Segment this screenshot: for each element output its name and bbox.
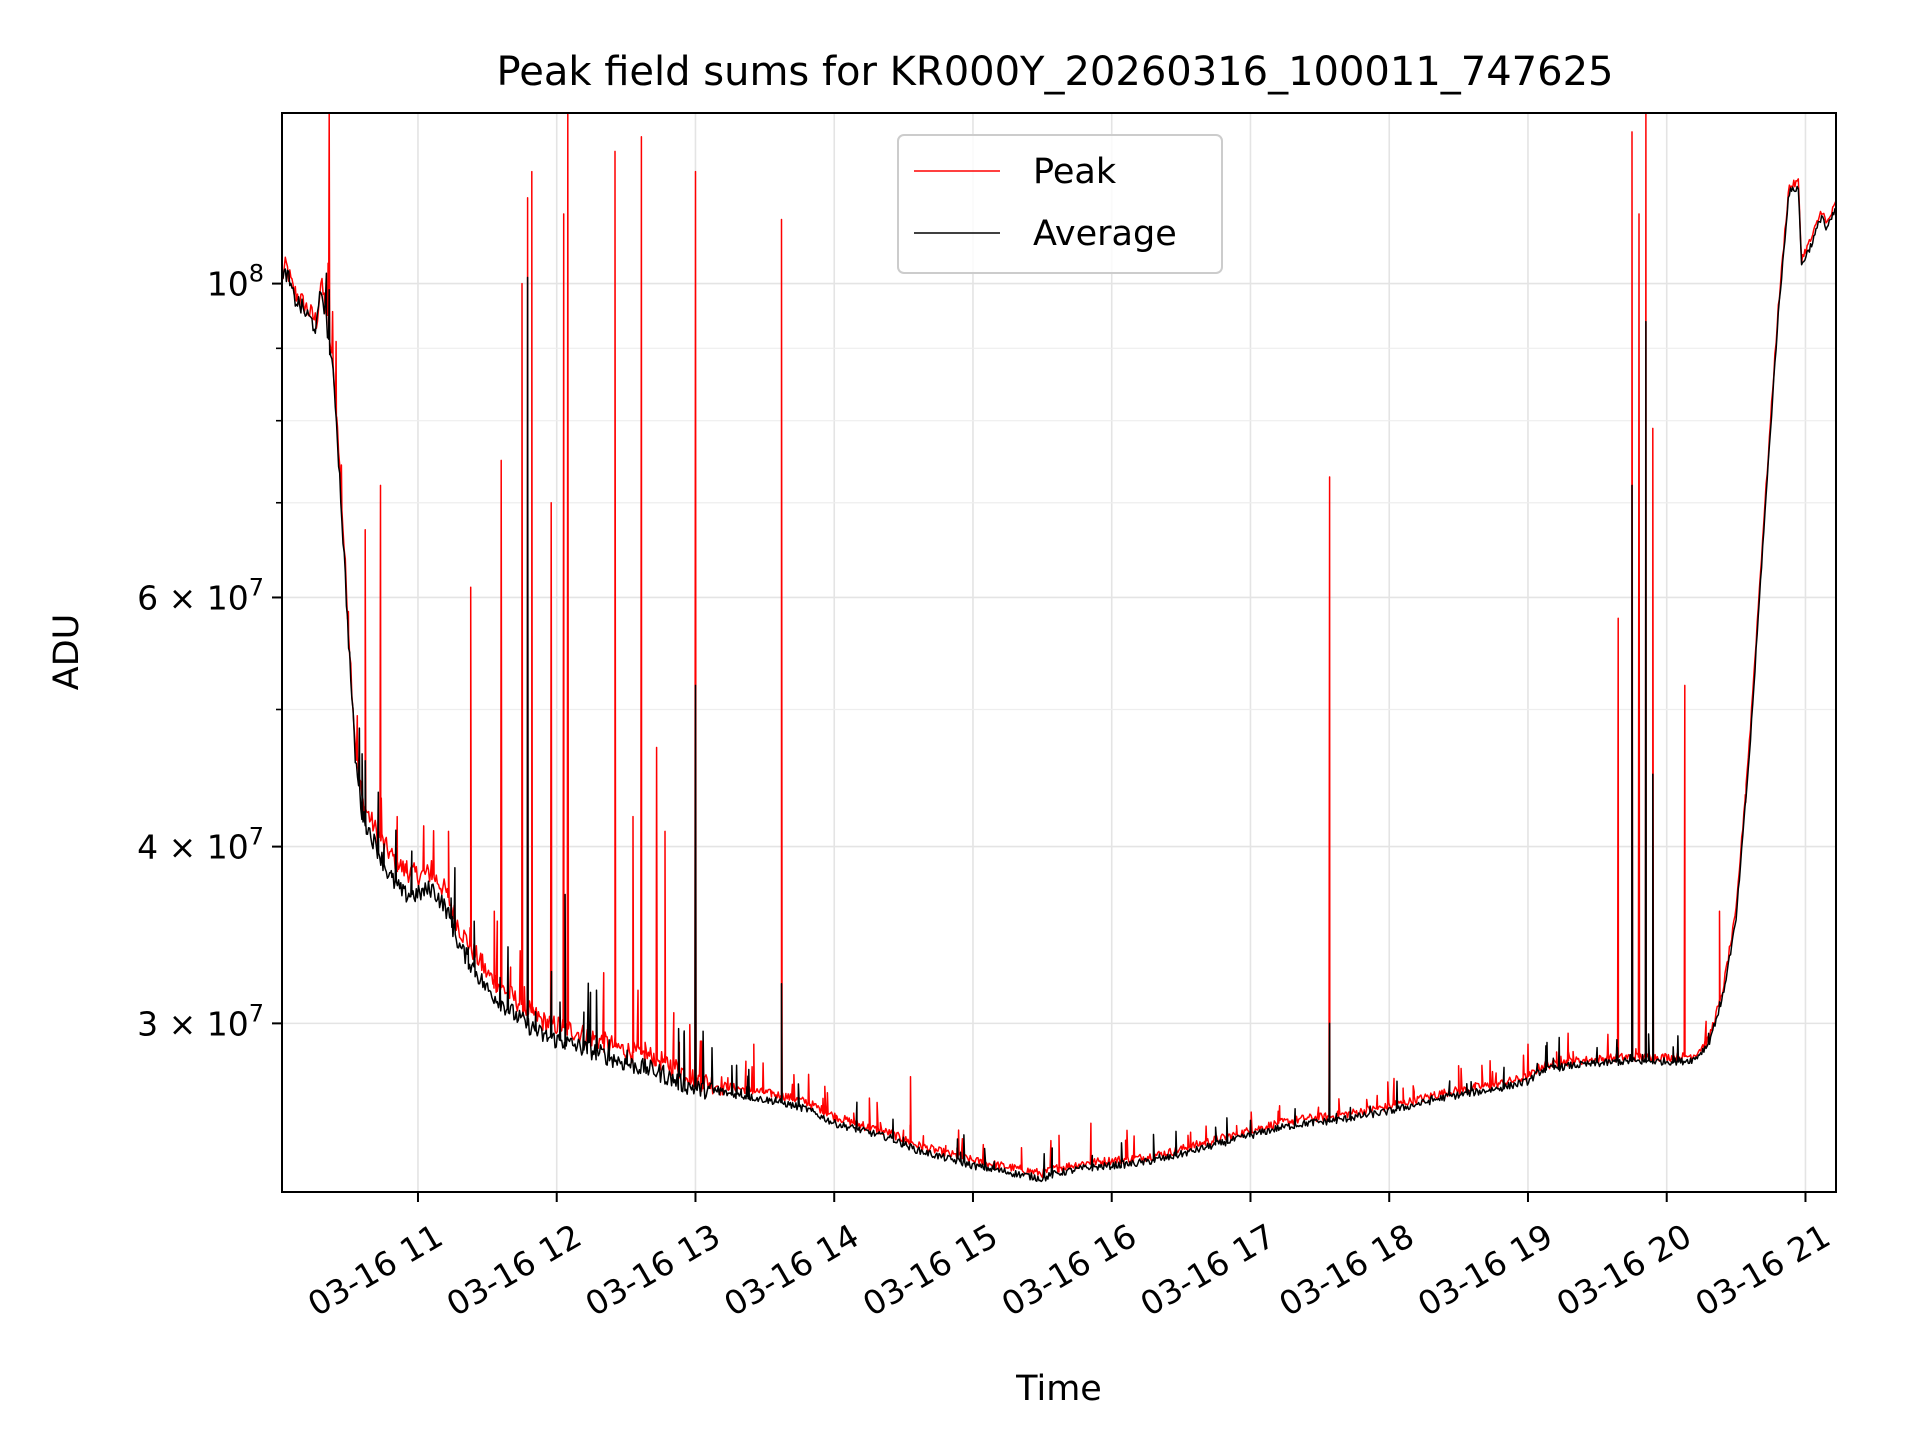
x-axis-label: Time [1015, 1369, 1102, 1409]
y-axis-label: ADU [47, 614, 87, 691]
legend: Peak Average [897, 134, 1223, 274]
y-tick-label: 4 × 107 [137, 823, 264, 867]
legend-label-peak: Peak [1033, 152, 1117, 192]
series-line-average [282, 185, 1836, 1183]
legend-box [897, 134, 1223, 274]
chart-title: Peak field sums for KR000Y_20260316_1000… [497, 49, 1614, 95]
plot-frame [281, 112, 1837, 1193]
y-tick-label: 6 × 107 [137, 573, 264, 617]
y-tick-label: 3 × 107 [137, 999, 264, 1043]
legend-label-average: Average [1033, 214, 1177, 254]
y-tick-label: 108 [207, 260, 264, 304]
series-layer [282, 113, 1836, 1183]
